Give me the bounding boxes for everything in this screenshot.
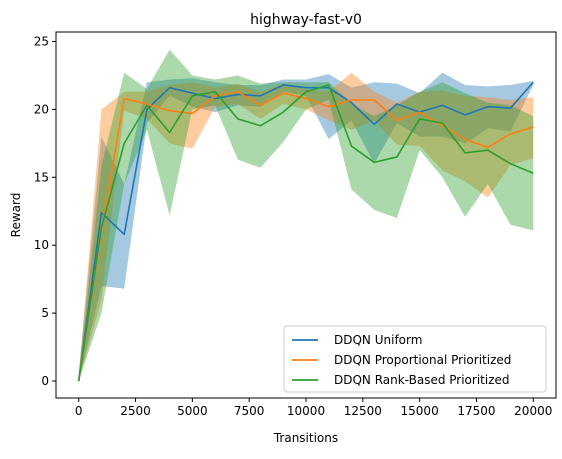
legend-label-3: DDQN Rank-Based Prioritized	[334, 373, 510, 387]
legend-box	[283, 325, 547, 393]
y-tick-label: 20	[34, 102, 49, 116]
x-axis-ticks: 0 2500 5000 7500 10000 12500 15000 17500 20000	[75, 398, 552, 418]
x-axis-label: Transitions	[273, 431, 338, 445]
legend-label-1: DDQN Uniform	[334, 333, 422, 347]
x-tick-label: 5000	[177, 404, 208, 418]
y-axis-label: Reward	[9, 193, 23, 238]
legend-label-2: DDQN Proportional Prioritized	[334, 353, 511, 367]
confidence-band-1	[78, 72, 534, 382]
x-tick-label: 12500	[344, 404, 382, 418]
x-tick-label: 2500	[120, 404, 151, 418]
x-tick-label: 17500	[457, 404, 495, 418]
confidence-band-3	[78, 49, 534, 382]
confidence-bands	[78, 49, 534, 382]
x-tick-label: 10000	[287, 404, 325, 418]
series-line-3	[77, 84, 534, 382]
x-tick-label: 20000	[514, 404, 552, 418]
series-line-2	[77, 90, 534, 382]
legend: DDQN Uniform DDQN Proportional Prioritize…	[283, 325, 547, 393]
x-tick-label: 7500	[234, 404, 265, 418]
x-tick-label: 15000	[401, 404, 439, 418]
y-tick-label: 0	[41, 374, 49, 388]
chart-title: highway-fast-v0	[250, 12, 362, 28]
confidence-band-2	[78, 72, 534, 382]
y-tick-label: 25	[34, 35, 49, 49]
series-line-1	[77, 81, 534, 382]
y-tick-label: 5	[41, 306, 49, 320]
series-lines	[77, 81, 534, 382]
y-tick-label: 15	[34, 170, 49, 184]
x-tick-label: 0	[75, 404, 83, 418]
y-axis-ticks: 0 5 10 15 20 25	[34, 35, 56, 388]
y-tick-label: 10	[34, 238, 49, 252]
